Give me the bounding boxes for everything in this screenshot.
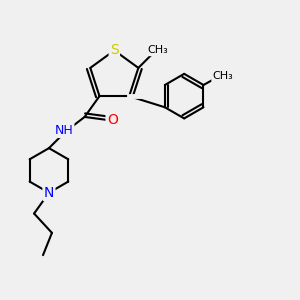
Text: S: S — [110, 44, 119, 57]
Text: N: N — [44, 186, 54, 200]
Text: CH₃: CH₃ — [212, 71, 233, 81]
Text: O: O — [107, 113, 118, 127]
Text: NH: NH — [54, 124, 73, 137]
Text: CH₃: CH₃ — [147, 45, 168, 55]
